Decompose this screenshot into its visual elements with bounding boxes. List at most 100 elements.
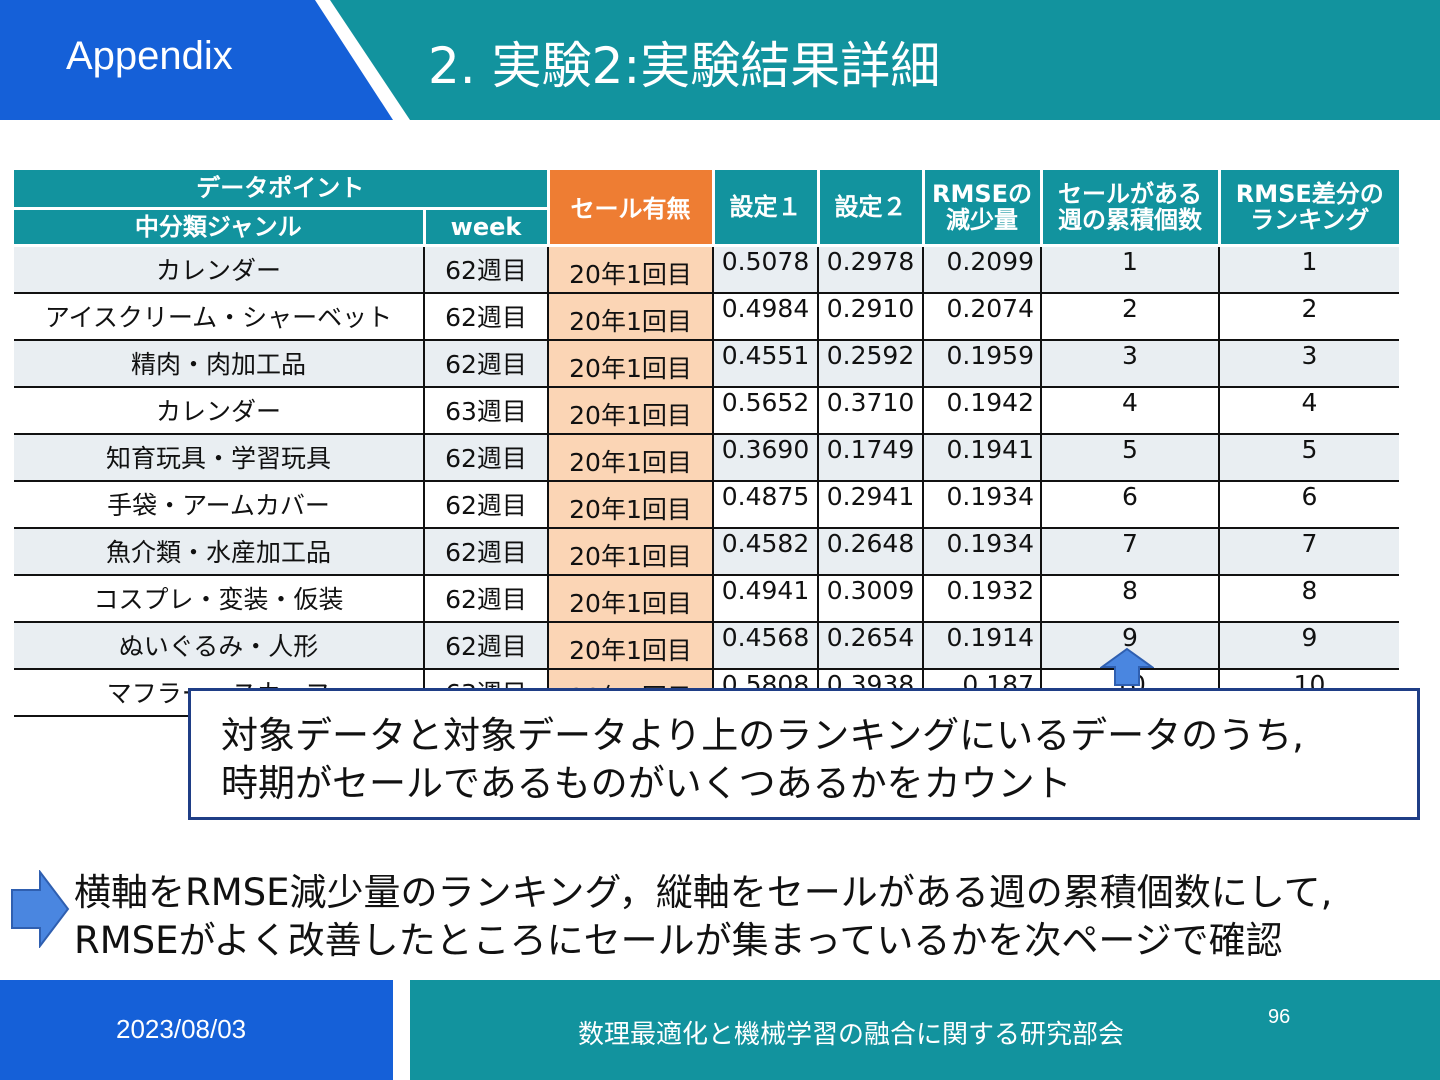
cell-cumulative: 3	[1041, 339, 1220, 388]
cell-rank: 8	[1219, 574, 1399, 623]
footer-right-band	[410, 980, 1440, 1080]
cell-rank: 2	[1219, 292, 1399, 341]
header-cumulative: セールがある 週の累積個数	[1041, 170, 1221, 247]
cell-rank: 1	[1219, 245, 1399, 294]
header-setting2: 設定２	[818, 170, 925, 247]
cell-genre: ぬいぐるみ・人形	[14, 621, 425, 670]
cell-genre: カレンダー	[14, 245, 425, 294]
header-rmse-reduction-line2: 減少量	[946, 205, 1018, 234]
cell-setting2: 0.1749	[818, 433, 924, 482]
cell-setting1: 0.4941	[713, 574, 819, 623]
cell-setting1: 0.4551	[713, 339, 819, 388]
cell-genre: アイスクリーム・シャーベット	[14, 292, 425, 341]
cell-rank: 3	[1219, 339, 1399, 388]
header-rank: RMSE差分の ランキング	[1219, 170, 1399, 247]
cell-rmse-reduction: 0.2099	[923, 245, 1042, 294]
cell-rmse-reduction: 0.2074	[923, 292, 1042, 341]
header-setting1: 設定１	[713, 170, 820, 247]
cell-setting2: 0.2941	[818, 480, 924, 529]
cell-rmse-reduction: 0.1942	[923, 386, 1042, 435]
cell-rmse-reduction: 0.1941	[923, 433, 1042, 482]
cell-week: 63週目	[424, 386, 549, 435]
footer-left-band	[0, 980, 393, 1080]
callout-line-1: 対象データと対象データより上のランキングにいるデータのうち,	[221, 714, 1304, 757]
callout-box: 対象データと対象データより上のランキングにいるデータのうち, 時期がセールである…	[188, 688, 1420, 820]
cell-rmse-reduction: 0.1914	[923, 621, 1042, 670]
cell-rank: 7	[1219, 527, 1399, 576]
cell-week: 62週目	[424, 245, 549, 294]
cell-setting1: 0.4582	[713, 527, 819, 576]
footer-organization: 数理最適化と機械学習の融合に関する研究部会	[578, 1020, 1125, 1050]
results-table: データポイント セール有無 設定１ 設定２ RMSEの 減少量 セールがある 週…	[14, 170, 1399, 717]
header-rank-line2: ランキング	[1250, 205, 1370, 234]
cell-cumulative: 8	[1041, 574, 1220, 623]
cell-sale: 20年1回目	[548, 433, 714, 482]
cell-setting2: 0.2654	[818, 621, 924, 670]
header-week: week	[424, 208, 550, 247]
arrow-up-icon	[1100, 647, 1154, 686]
header-cumulative-line2: 週の累積個数	[1058, 205, 1202, 234]
header-rank-line1: RMSE差分の	[1235, 179, 1384, 208]
cell-setting1: 0.5652	[713, 386, 819, 435]
cell-rmse-reduction: 0.1932	[923, 574, 1042, 623]
header-genre: 中分類ジャンル	[14, 208, 426, 247]
table-row: アイスクリーム・シャーベット 62週目 20年1回目 0.4984 0.2910 0.20…	[14, 292, 1399, 341]
cell-week: 62週目	[424, 292, 549, 341]
cell-setting2: 0.2978	[818, 245, 924, 294]
cell-week: 62週目	[424, 433, 549, 482]
header-rmse-reduction-line1: RMSEの	[931, 179, 1033, 208]
cell-cumulative: 2	[1041, 292, 1220, 341]
cell-setting2: 0.3009	[818, 574, 924, 623]
table-row: 魚介類・水産加工品 62週目 20年1回目 0.4582 0.2648 0.1934 7 7	[14, 527, 1399, 576]
cell-rank: 6	[1219, 480, 1399, 529]
cell-genre: コスプレ・変装・仮装	[14, 574, 425, 623]
cell-week: 62週目	[424, 574, 549, 623]
header-datapoint: データポイント	[14, 170, 550, 210]
cell-week: 62週目	[424, 621, 549, 670]
cell-setting2: 0.2910	[818, 292, 924, 341]
cell-week: 62週目	[424, 480, 549, 529]
cell-cumulative: 4	[1041, 386, 1220, 435]
cell-genre: カレンダー	[14, 386, 425, 435]
footer-date: 2023/08/03	[116, 1014, 247, 1044]
callout-line-2: 時期がセールであるものがいくつあるかをカウント	[221, 762, 1072, 805]
cell-sale: 20年1回目	[548, 292, 714, 341]
cell-genre: 手袋・アームカバー	[14, 480, 425, 529]
cell-cumulative: 1	[1041, 245, 1220, 294]
slide-title: 2. 実験2:実験結果詳細	[428, 37, 941, 95]
cell-sale: 20年1回目	[548, 339, 714, 388]
table-body: カレンダー 62週目 20年1回目 0.5078 0.2978 0.2099 1 1 アイスクリ…	[14, 245, 1399, 717]
cell-sale: 20年1回目	[548, 527, 714, 576]
cell-setting1: 0.4984	[713, 292, 819, 341]
cell-setting2: 0.3710	[818, 386, 924, 435]
header-section-tab	[0, 0, 393, 120]
cell-cumulative: 6	[1041, 480, 1220, 529]
arrow-right-icon	[11, 870, 70, 948]
table-row: コスプレ・変装・仮装 62週目 20年1回目 0.4941 0.3009 0.1932 8 8	[14, 574, 1399, 623]
cell-rank: 9	[1219, 621, 1399, 670]
header-sale: セール有無	[548, 170, 715, 247]
cell-setting1: 0.4568	[713, 621, 819, 670]
cell-rank: 4	[1219, 386, 1399, 435]
cell-setting2: 0.2648	[818, 527, 924, 576]
conclusion-line-2: RMSEがよく改善したところにセールが集まっているかを次ページで確認	[74, 919, 1283, 962]
table-row: カレンダー 63週目 20年1回目 0.5652 0.3710 0.1942 4 4	[14, 386, 1399, 435]
cell-setting2: 0.2592	[818, 339, 924, 388]
cell-rmse-reduction: 0.1959	[923, 339, 1042, 388]
table-row: 精肉・肉加工品 62週目 20年1回目 0.4551 0.2592 0.1959 3 3	[14, 339, 1399, 388]
cell-sale: 20年1回目	[548, 245, 714, 294]
table-row: ぬいぐるみ・人形 62週目 20年1回目 0.4568 0.2654 0.1914 9 9	[14, 621, 1399, 670]
cell-rank: 5	[1219, 433, 1399, 482]
header-rmse-reduction: RMSEの 減少量	[923, 170, 1043, 247]
conclusion-line-1: 横軸をRMSE減少量のランキング，縦軸をセールがある週の累積個数にして,	[74, 871, 1333, 914]
cell-week: 62週目	[424, 527, 549, 576]
table-row: 知育玩具・学習玩具 62週目 20年1回目 0.3690 0.1749 0.1941 5 5	[14, 433, 1399, 482]
cell-cumulative: 7	[1041, 527, 1220, 576]
cell-setting1: 0.5078	[713, 245, 819, 294]
cell-rmse-reduction: 0.1934	[923, 480, 1042, 529]
header-cumulative-line1: セールがある	[1058, 179, 1202, 208]
cell-sale: 20年1回目	[548, 386, 714, 435]
cell-week: 62週目	[424, 339, 549, 388]
cell-genre: 精肉・肉加工品	[14, 339, 425, 388]
cell-genre: 知育玩具・学習玩具	[14, 433, 425, 482]
